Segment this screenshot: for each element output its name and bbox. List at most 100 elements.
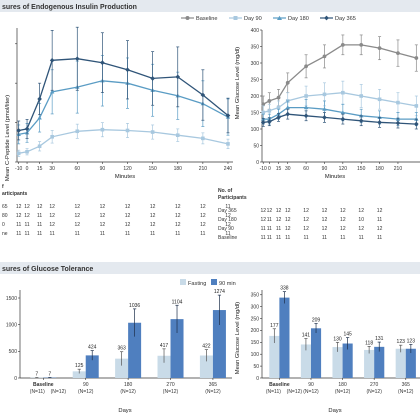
table-cell: 11 [24,222,29,228]
category-270: 417 1104 270(N=12) [157,299,184,395]
table-cell: 11 [16,231,21,237]
bar-value-label: 422 [202,344,211,350]
table-cell: 11 [37,222,42,228]
cpeptide-ylabel: Mean C-Peptide Level (pmol/liter) [5,95,11,181]
table-cell: 12 [358,226,364,232]
data-point [37,96,42,102]
legend-marker-baseline [185,16,190,20]
table-cell: 11 [340,235,345,241]
data-point [340,110,346,115]
x-tick-label: 90 [83,382,89,388]
data-point [303,113,309,119]
bar-value-label: 125 [75,363,84,369]
table-row-label: 0 [2,222,5,228]
data-point [267,99,272,103]
data-point [37,115,42,120]
table-cell: 12 [49,213,55,219]
bar [279,297,290,378]
bar [395,348,406,378]
legend-label-90min: 90 min [219,281,236,287]
data-point [261,102,266,107]
table-cell: 12 [322,217,328,223]
data-point [49,57,55,63]
legend-bottom: Fasting 90 min [180,279,236,287]
glucose-ylabel: Mean Glucose Level (mg/dl) [235,47,241,120]
table-cell: 11 [100,231,105,237]
data-point [359,94,364,98]
table-row-label: Day 365 [218,208,237,214]
n-label: (N=11) [266,389,281,395]
table-cell: 12 [100,222,106,228]
n-label: (N=12) [163,389,179,395]
y-tick-label: 250 [251,316,260,322]
y-tick-label: 1500 [6,296,17,302]
table-cell: 11 [359,235,364,241]
table-cell: 11 [50,231,55,237]
data-point [175,133,180,137]
table-cell: 12 [175,213,181,219]
table-cell: 11 [267,235,272,241]
table-row-label: 65 [2,204,8,210]
n-label: (N=12) [51,389,67,395]
table-cell: 11 [276,235,281,241]
table-cell: 11 [150,231,155,237]
x-tick-label: 150 [148,166,157,172]
data-point [414,104,419,108]
series-day-90 [16,122,230,157]
bar-value-label: 123 [407,338,416,344]
data-point [414,56,419,60]
bar-value-label: 363 [117,346,126,352]
cbars-xlabel: Days [118,408,131,414]
bar [170,319,184,378]
data-point [285,111,291,117]
table-row-label: Baseline [218,235,237,241]
data-point [340,116,346,122]
y-tick-label: 150 [251,110,260,116]
table-header: f [2,184,4,190]
table-cell: 11 [125,231,130,237]
bottom-section-title: sures of Glucose Tolerance [2,266,93,273]
cpeptide-bar-chart: 0 500 1000 1500 7 7 Baseline(N=11) (N=12) 125 424… [6,289,232,395]
data-point [358,118,364,124]
table-cell: 12 [125,204,131,210]
y-tick-label: 50 [253,143,259,149]
series-day-90 [261,80,419,120]
category-365: 123 123 365(N=12) [395,338,416,395]
bar-value-label: 1036 [129,303,140,309]
bar [85,355,99,378]
x-tick-label: 180 [338,382,347,388]
table-cell: 12 [303,226,309,232]
y-tick-label: 300 [251,61,260,67]
series-line [262,44,417,105]
legend-swatch-fasting [180,279,186,285]
table-cell: 11 [267,226,272,232]
data-point [359,113,364,118]
x-tick-label: 30 [49,166,55,172]
gbars-xlabel: Days [328,408,341,414]
x-tick-label: -10 [15,166,22,172]
legend-swatch-90min [211,279,217,285]
data-point [267,119,272,125]
data-point [74,56,80,62]
data-point [285,105,290,110]
x-tick-label: 90 [100,166,106,172]
table-cell: 11 [267,217,272,223]
category-baseline: 7 7 Baseline(N=11) (N=12) [30,371,67,395]
table-cell: 12 [377,208,383,214]
bar-value-label: 209 [312,318,321,324]
table-cell: 11 [276,226,281,232]
table-row-label: Day 180 [218,217,237,223]
table-cell: 12 [100,204,106,210]
n-label: (N=12) [366,389,382,395]
x-tick-label: 90 [322,166,328,172]
bar-value-label: 7 [35,371,38,377]
data-point [49,89,55,94]
table-cell: 12 [322,226,328,232]
data-point [260,120,266,125]
data-point [414,121,419,127]
data-point [16,128,21,133]
table-row-label: ne [2,231,8,237]
y-tick-label: 0 [256,376,259,382]
